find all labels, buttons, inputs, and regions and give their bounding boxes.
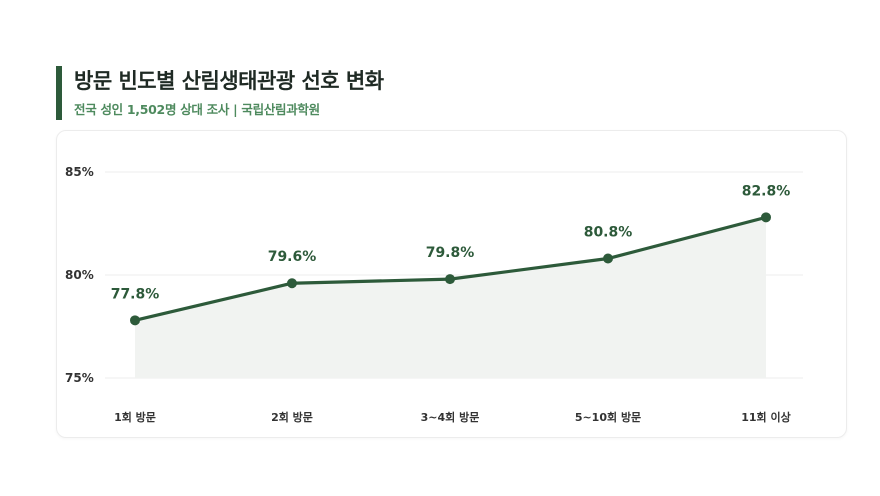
data-label: 79.8% — [426, 245, 475, 261]
data-point — [287, 278, 297, 289]
series-line-segment — [133, 281, 294, 322]
data-label: 80.8% — [584, 225, 633, 241]
area-fill — [135, 217, 766, 378]
series-line-segment — [448, 256, 610, 281]
chart-subtitle: 전국 성인 1,502명 상대 조사 | 국립산림과학원 — [74, 102, 320, 117]
x-tick-label: 11회 이상 — [741, 410, 791, 424]
x-tick-label: 1회 방문 — [114, 410, 156, 424]
x-tick-label: 3~4회 방문 — [421, 410, 480, 424]
y-tick-label: 80% — [65, 268, 94, 282]
chart-title: 방문 빈도별 산림생태관광 선호 변화 — [74, 69, 384, 93]
data-point — [761, 212, 771, 223]
y-tick-label: 85% — [65, 165, 94, 179]
x-tick-label: 2회 방문 — [271, 410, 313, 424]
data-point — [445, 274, 455, 285]
series-line-segment — [290, 277, 452, 285]
x-tick-label: 5~10회 방문 — [575, 410, 641, 424]
data-point — [603, 253, 613, 264]
data-label: 77.8% — [111, 286, 160, 302]
title-block: 방문 빈도별 산림생태관광 선호 변화 전국 성인 1,502명 상대 조사 |… — [56, 66, 384, 120]
series-line-segment — [606, 215, 768, 261]
data-label: 79.6% — [268, 249, 317, 265]
y-tick-label: 75% — [65, 371, 94, 385]
data-label: 82.8% — [742, 183, 791, 199]
data-point — [130, 315, 140, 326]
